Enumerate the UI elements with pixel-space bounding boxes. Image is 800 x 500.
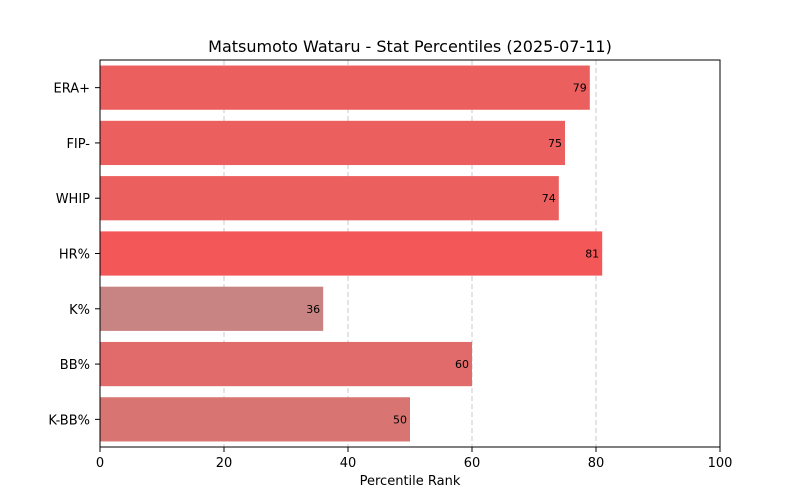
bar	[100, 341, 472, 387]
bar	[100, 286, 324, 331]
data-label: 60	[455, 358, 469, 371]
data-label: 81	[585, 248, 599, 261]
data-label: 75	[548, 137, 562, 150]
x-tick-label: 40	[340, 456, 357, 471]
bar	[100, 120, 565, 166]
data-label: 74	[542, 192, 556, 205]
x-tick-label: 0	[96, 456, 104, 471]
y-tick-label: HR%	[59, 248, 90, 263]
x-tick-label: 20	[216, 456, 233, 471]
bar	[100, 65, 590, 110]
y-tick-label: ERA+	[53, 82, 90, 97]
x-axis-ticks: 0 20 40 60 80 100	[96, 447, 733, 471]
y-tick-label: WHIP	[56, 192, 90, 207]
data-label: 36	[306, 303, 320, 316]
data-label: 50	[393, 413, 407, 426]
y-tick-label: K-BB%	[48, 413, 90, 428]
y-tick-label: BB%	[60, 358, 90, 373]
chart-title: Matsumoto Wataru - Stat Percentiles (202…	[208, 37, 612, 56]
bar	[100, 231, 603, 276]
bar	[100, 397, 410, 442]
data-label: 79	[573, 82, 587, 95]
bars: 79 75 74 81 36 60 50	[100, 65, 603, 442]
x-axis-label: Percentile Rank	[360, 474, 461, 489]
y-axis-ticks: ERA+ FIP- WHIP HR% K% BB% K-BB%	[48, 82, 100, 428]
y-tick-label: K%	[69, 303, 90, 318]
x-tick-label: 60	[464, 456, 481, 471]
bar	[100, 176, 559, 221]
y-tick-label: FIP-	[66, 137, 90, 152]
x-tick-label: 100	[708, 456, 733, 471]
x-tick-label: 80	[588, 456, 605, 471]
